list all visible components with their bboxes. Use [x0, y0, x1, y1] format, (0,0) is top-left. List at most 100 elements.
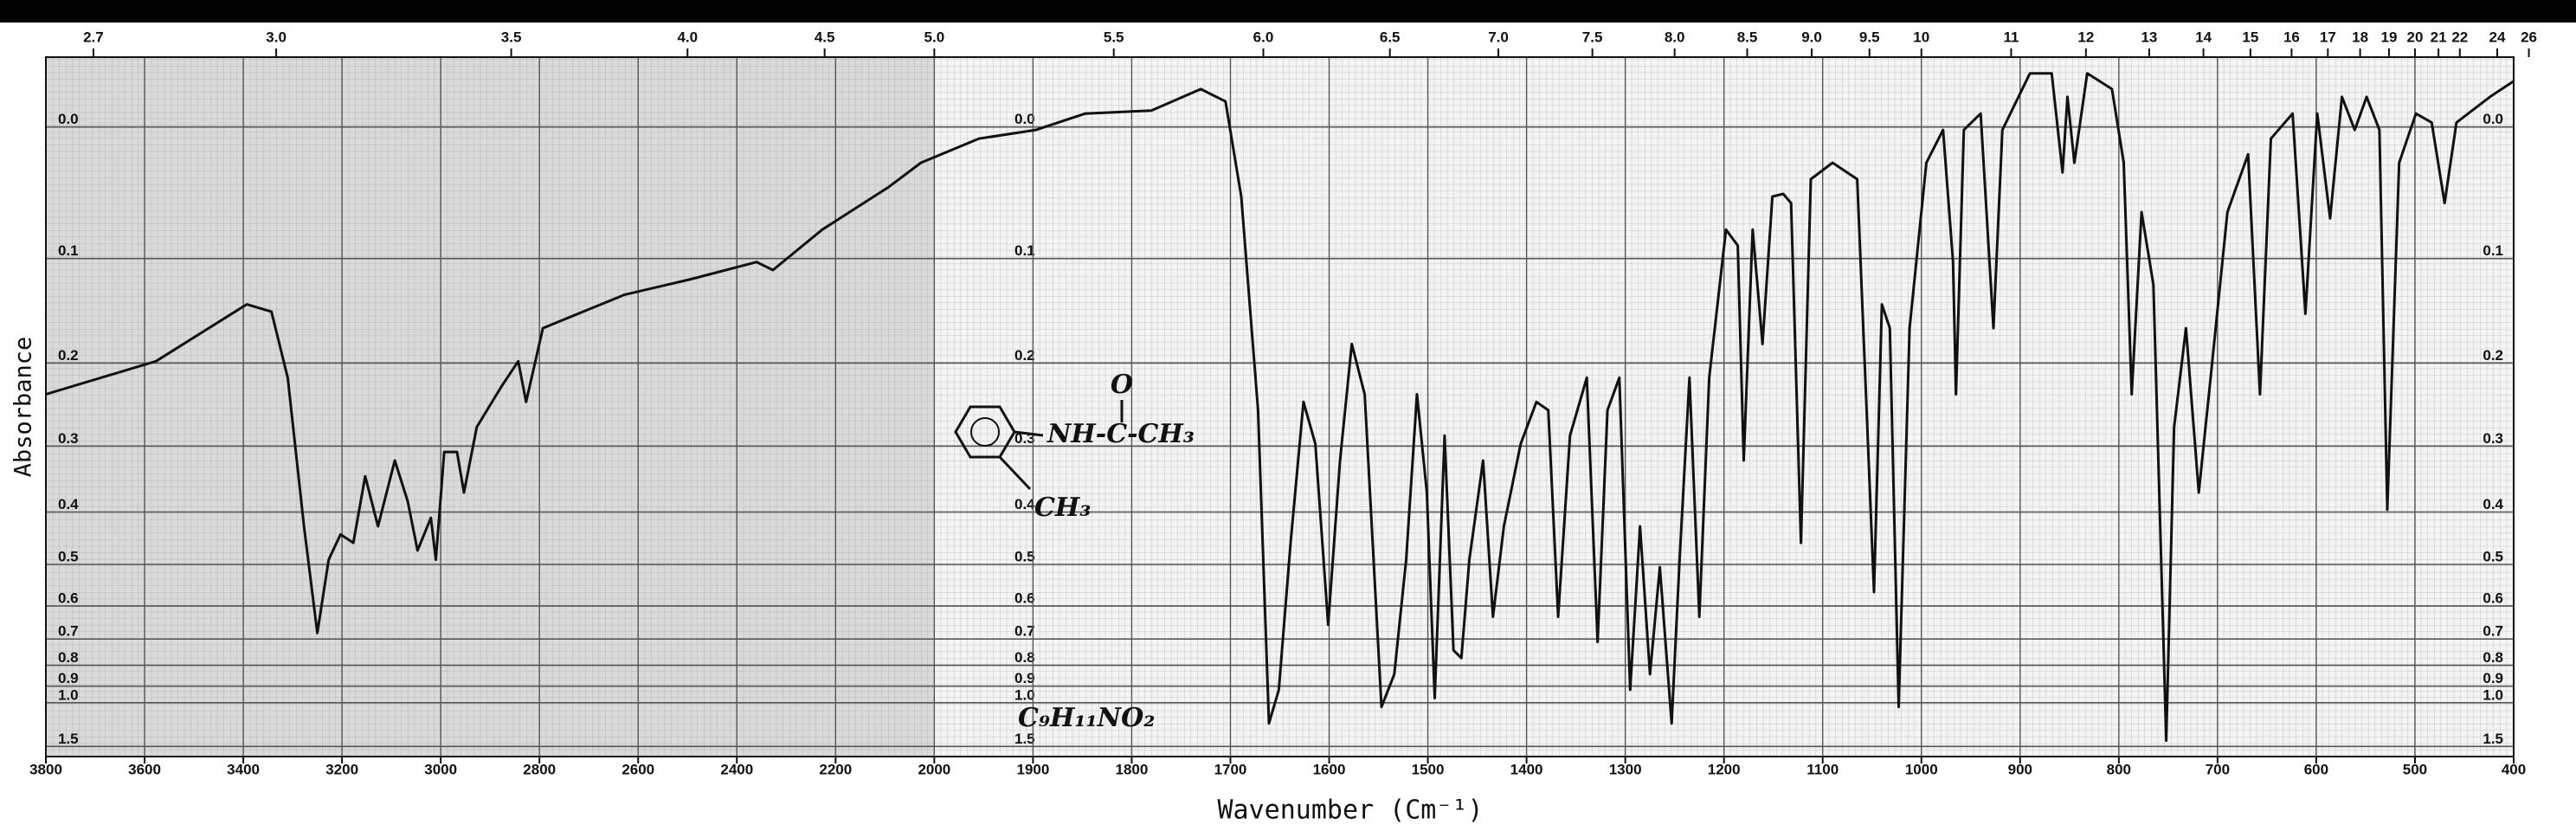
y-tick-label: 0.6 — [1014, 590, 1035, 607]
y-tick-label: 0.5 — [1014, 548, 1035, 564]
x2-tick-label: 20 — [2406, 29, 2423, 45]
paper-grid — [46, 57, 2514, 757]
x-tick-label: 400 — [2502, 761, 2526, 777]
x2-tick-label: 3.0 — [266, 29, 287, 45]
x2-tick-label: 14 — [2195, 29, 2212, 45]
y-tick-label: 0.2 — [58, 347, 79, 364]
y-tick-label: 0.4 — [58, 496, 79, 512]
y-tick-label: 0.1 — [58, 242, 79, 259]
y-tick-label: 0.9 — [58, 670, 79, 686]
x2-tick-label: 4.5 — [815, 29, 835, 45]
x2-tick-label: 6.5 — [1380, 29, 1401, 45]
x2-tick-label: 21 — [2431, 29, 2447, 45]
structure-oxygen: O — [1111, 370, 1133, 400]
x-tick-label: 3200 — [325, 761, 358, 777]
y-tick-label: 0.3 — [2483, 430, 2503, 447]
y-tick-label: 0.5 — [2483, 548, 2503, 564]
x-tick-label: 3800 — [29, 761, 62, 777]
molecular-formula: C₉H₁₁NO₂ — [1018, 703, 1155, 733]
x-tick-label: 1800 — [1116, 761, 1149, 777]
y-tick-label: 0.7 — [58, 623, 79, 640]
y-tick-label: 0.8 — [1014, 649, 1035, 666]
y-tick-label: 0.1 — [1014, 242, 1035, 259]
x-tick-label: 1400 — [1510, 761, 1543, 777]
y-tick-label: 1.5 — [58, 731, 79, 747]
top-bar — [0, 0, 2576, 23]
y-tick-label: 1.0 — [1014, 686, 1035, 703]
x2-tick-label: 17 — [2320, 29, 2336, 45]
x-tick-label: 500 — [2403, 761, 2427, 777]
y-axis-label: Absorbance — [10, 337, 37, 478]
x2-tick-label: 8.5 — [1737, 29, 1758, 45]
y-tick-label: 0.6 — [2483, 590, 2503, 607]
x-tick-label: 1600 — [1313, 761, 1346, 777]
x2-tick-label: 18 — [2352, 29, 2368, 45]
x-axis-label: Wavenumber (Cm⁻¹) — [1217, 796, 1483, 826]
x-tick-label: 800 — [2107, 761, 2131, 777]
y-tick-label: 0.9 — [2483, 670, 2503, 686]
y-tick-label: 0.2 — [1014, 347, 1035, 364]
x-tick-label: 1000 — [1905, 761, 1938, 777]
structure-chain: NH-C-CH₃ — [1046, 419, 1195, 449]
x-tick-label: 1500 — [1412, 761, 1445, 777]
x2-tick-label: 7.0 — [1488, 29, 1509, 45]
x-tick-label: 1700 — [1214, 761, 1247, 777]
x-tick-label: 1200 — [1708, 761, 1741, 777]
x-tick-label: 1300 — [1609, 761, 1642, 777]
x-tick-label: 700 — [2206, 761, 2230, 777]
x2-tick-label: 5.5 — [1104, 29, 1124, 45]
x2-tick-label: 15 — [2242, 29, 2258, 45]
x2-tick-label: 5.0 — [924, 29, 945, 45]
x2-tick-label: 9.0 — [1801, 29, 1822, 45]
x-tick-label: 2200 — [819, 761, 852, 777]
structure-annotation: O NH-C-CH₃ CH₃ C₉H₁₁NO₂ — [954, 370, 1195, 733]
x-tick-label: 3600 — [128, 761, 161, 777]
x-tick-label: 3000 — [424, 761, 457, 777]
y-tick-label: 0.9 — [1014, 670, 1035, 686]
y-tick-label: 1.0 — [2483, 686, 2503, 703]
x-tick-label: 2800 — [523, 761, 556, 777]
y-tick-label: 0.4 — [1014, 496, 1035, 512]
y-tick-label: 0.7 — [2483, 623, 2503, 640]
x2-tick-label: 6.0 — [1253, 29, 1274, 45]
x-tick-label: 1100 — [1806, 761, 1839, 777]
y-tick-label: 0.0 — [58, 111, 79, 127]
x2-tick-label: 12 — [2077, 29, 2094, 45]
y-tick-label: 0.8 — [58, 649, 79, 666]
x2-tick-label: 9.5 — [1859, 29, 1880, 45]
structure-substituent: CH₃ — [1034, 493, 1091, 523]
x2-tick-label: 8.0 — [1665, 29, 1685, 45]
x-tick-label: 1900 — [1016, 761, 1049, 777]
x-tick-label: 2000 — [918, 761, 950, 777]
x2-tick-label: 22 — [2451, 29, 2468, 45]
x2-tick-label: 26 — [2521, 29, 2537, 45]
x2-tick-label: 7.5 — [1582, 29, 1603, 45]
y-tick-label: 0.2 — [2483, 347, 2503, 364]
x2-tick-label: 2.7 — [83, 29, 104, 45]
x-tick-label: 600 — [2304, 761, 2328, 777]
y-tick-label: 0.8 — [2483, 649, 2503, 666]
x-tick-label: 2600 — [621, 761, 654, 777]
benzene-ring-inner — [970, 417, 1000, 447]
y-tick-label: 0.6 — [58, 590, 79, 607]
x2-tick-label: 16 — [2283, 29, 2300, 45]
y-tick-label: 0.0 — [2483, 111, 2503, 127]
x2-tick-label: 11 — [2003, 29, 2019, 45]
plot-frame — [45, 56, 2515, 757]
y-tick-label: 0.1 — [2483, 242, 2503, 259]
bond — [1014, 430, 1044, 437]
y-tick-label: 0.5 — [58, 548, 79, 564]
y-tick-label: 0.7 — [1014, 623, 1035, 640]
x-tick-label: 900 — [2008, 761, 2032, 777]
y-tick-label: 0.4 — [2483, 496, 2503, 512]
y-tick-label: 1.5 — [1014, 731, 1035, 747]
x2-tick-label: 10 — [1913, 29, 1929, 45]
x2-tick-label: 3.5 — [501, 29, 522, 45]
y-tick-label: 1.5 — [2483, 731, 2503, 747]
x2-tick-label: 4.0 — [677, 29, 698, 45]
y-tick-label: 0.0 — [1014, 111, 1035, 127]
y-tick-label: 1.0 — [58, 686, 79, 703]
axes: 0.0 0.0 0.00.1 0.1 0.10.2 0.2 0.20.3 0.3 0.30.4 0… — [29, 29, 2537, 777]
x-tick-label: 2400 — [720, 761, 753, 777]
